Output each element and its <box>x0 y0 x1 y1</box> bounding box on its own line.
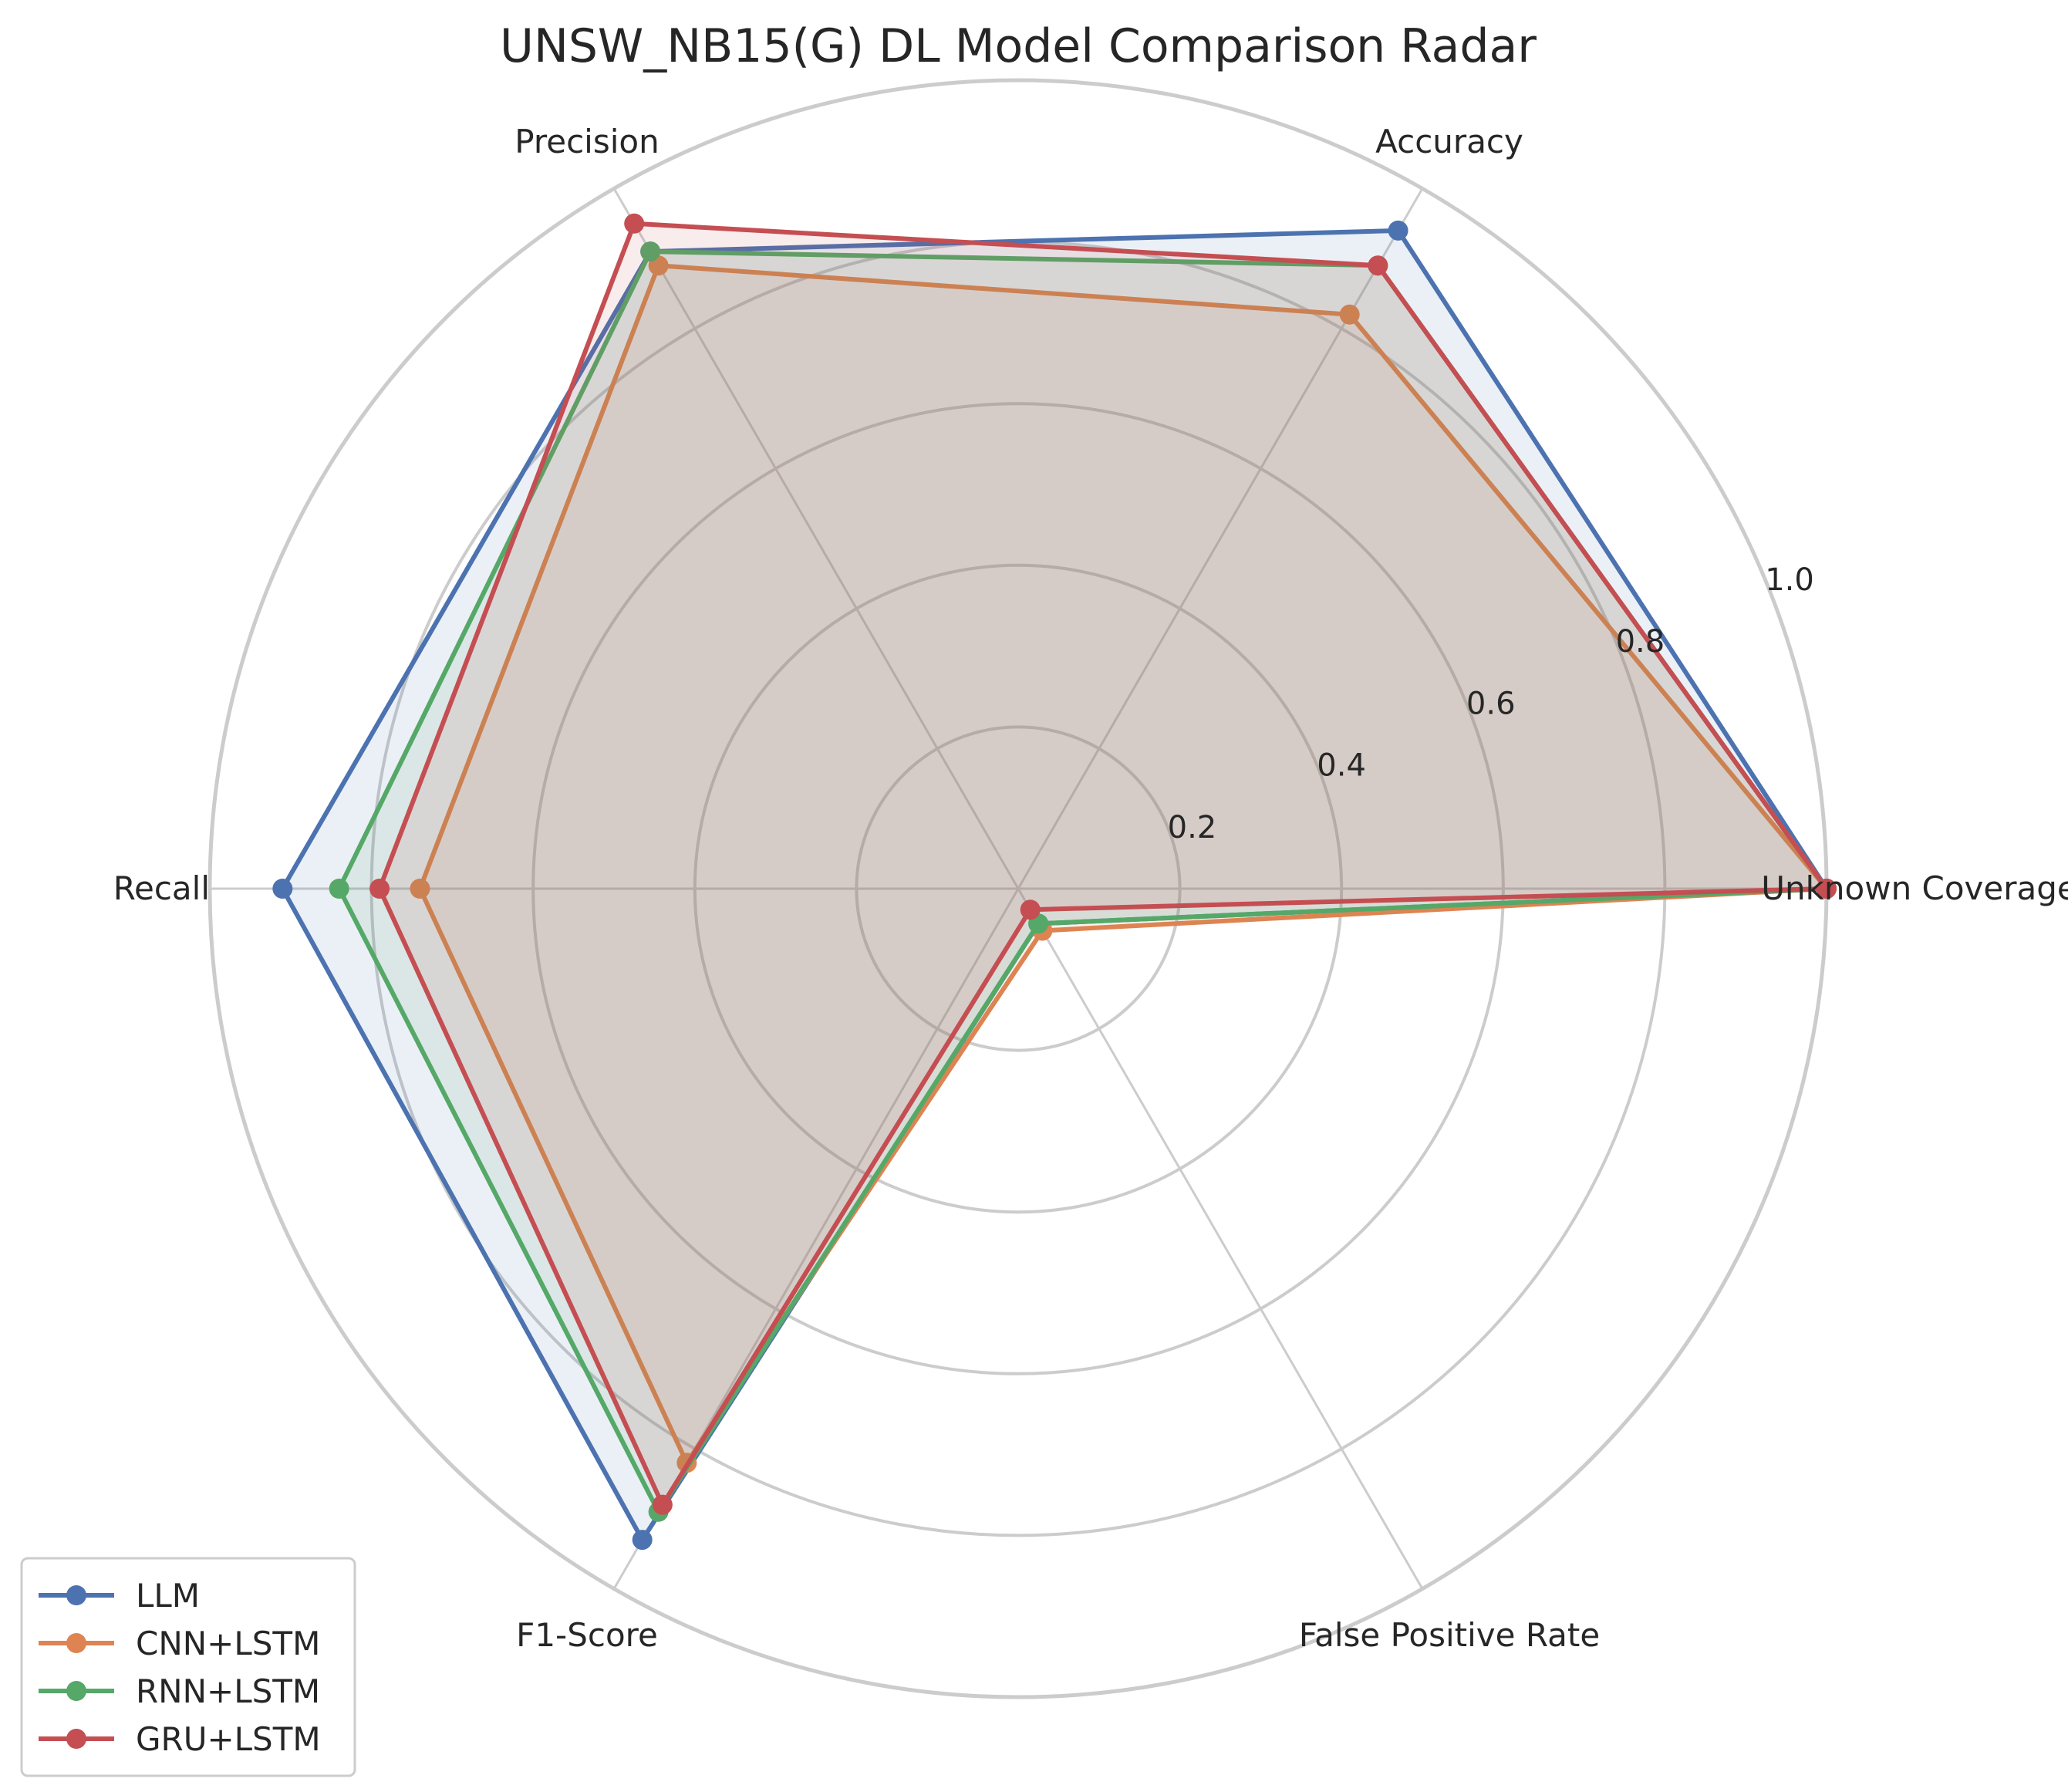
legend-marker-0 <box>66 1585 86 1605</box>
axis-label-5: False Positive Rate <box>1299 1616 1600 1654</box>
series-3-point-4 <box>652 1494 673 1515</box>
radar-grid <box>207 78 1829 1699</box>
radial-tick-label-4: 1.0 <box>1765 562 1814 598</box>
chart-title: UNSW_NB15(G) DL Model Comparison Radar <box>500 19 1537 73</box>
legend-label-0: LLM <box>136 1577 200 1615</box>
series-fill-3 <box>380 223 1827 1505</box>
series-1-point-1 <box>1339 304 1360 325</box>
radar-series <box>272 213 1837 1551</box>
radial-tick-label-0: 0.2 <box>1168 810 1217 845</box>
legend-marker-1 <box>66 1633 86 1653</box>
series-3-point-5 <box>1020 899 1041 920</box>
series-3-point-2 <box>624 213 645 234</box>
series-3-point-1 <box>1368 255 1388 276</box>
series-2-point-2 <box>640 241 661 262</box>
grid-spoke-1 <box>1017 187 1424 889</box>
series-3-point-3 <box>369 879 390 899</box>
axis-label-0: Unknown Coverage <box>1761 869 2068 907</box>
series-0-point-4 <box>632 1530 653 1551</box>
radial-tick-label-3: 0.8 <box>1616 624 1665 660</box>
series-0-point-3 <box>272 879 293 899</box>
legend-frame <box>20 1557 356 1777</box>
series-0-point-1 <box>1388 220 1408 241</box>
grid-spoke-5 <box>1017 888 1424 1590</box>
series-2-point-3 <box>329 879 349 899</box>
axis-label-2: Precision <box>514 123 659 160</box>
series-1-point-3 <box>410 879 430 899</box>
legend-marker-3 <box>66 1729 86 1749</box>
series-fill-1 <box>420 265 1827 1463</box>
legend-marker-2 <box>66 1681 86 1701</box>
axis-label-3: Recall <box>113 869 210 907</box>
legend: LLM CNN+LSTM RNN+LSTM GRU+LSTM <box>20 1557 356 1777</box>
radar-labels: 0.2 0.4 0.6 0.8 1.0 Unknown Coverage Accuracy P… <box>113 123 2068 1654</box>
series-fill-0 <box>282 230 1827 1541</box>
radial-tick-label-2: 0.6 <box>1466 686 1516 721</box>
axis-label-4: F1-Score <box>516 1616 658 1654</box>
legend-label-1: CNN+LSTM <box>136 1625 320 1662</box>
series-fill-2 <box>339 251 1827 1512</box>
series-3-point-0 <box>1817 879 1837 899</box>
axis-label-1: Accuracy <box>1375 123 1523 160</box>
legend-label-3: GRU+LSTM <box>136 1720 321 1758</box>
legend-label-2: RNN+LSTM <box>136 1672 320 1710</box>
grid-spoke-2 <box>612 187 1020 889</box>
radial-tick-label-1: 0.4 <box>1317 748 1366 784</box>
